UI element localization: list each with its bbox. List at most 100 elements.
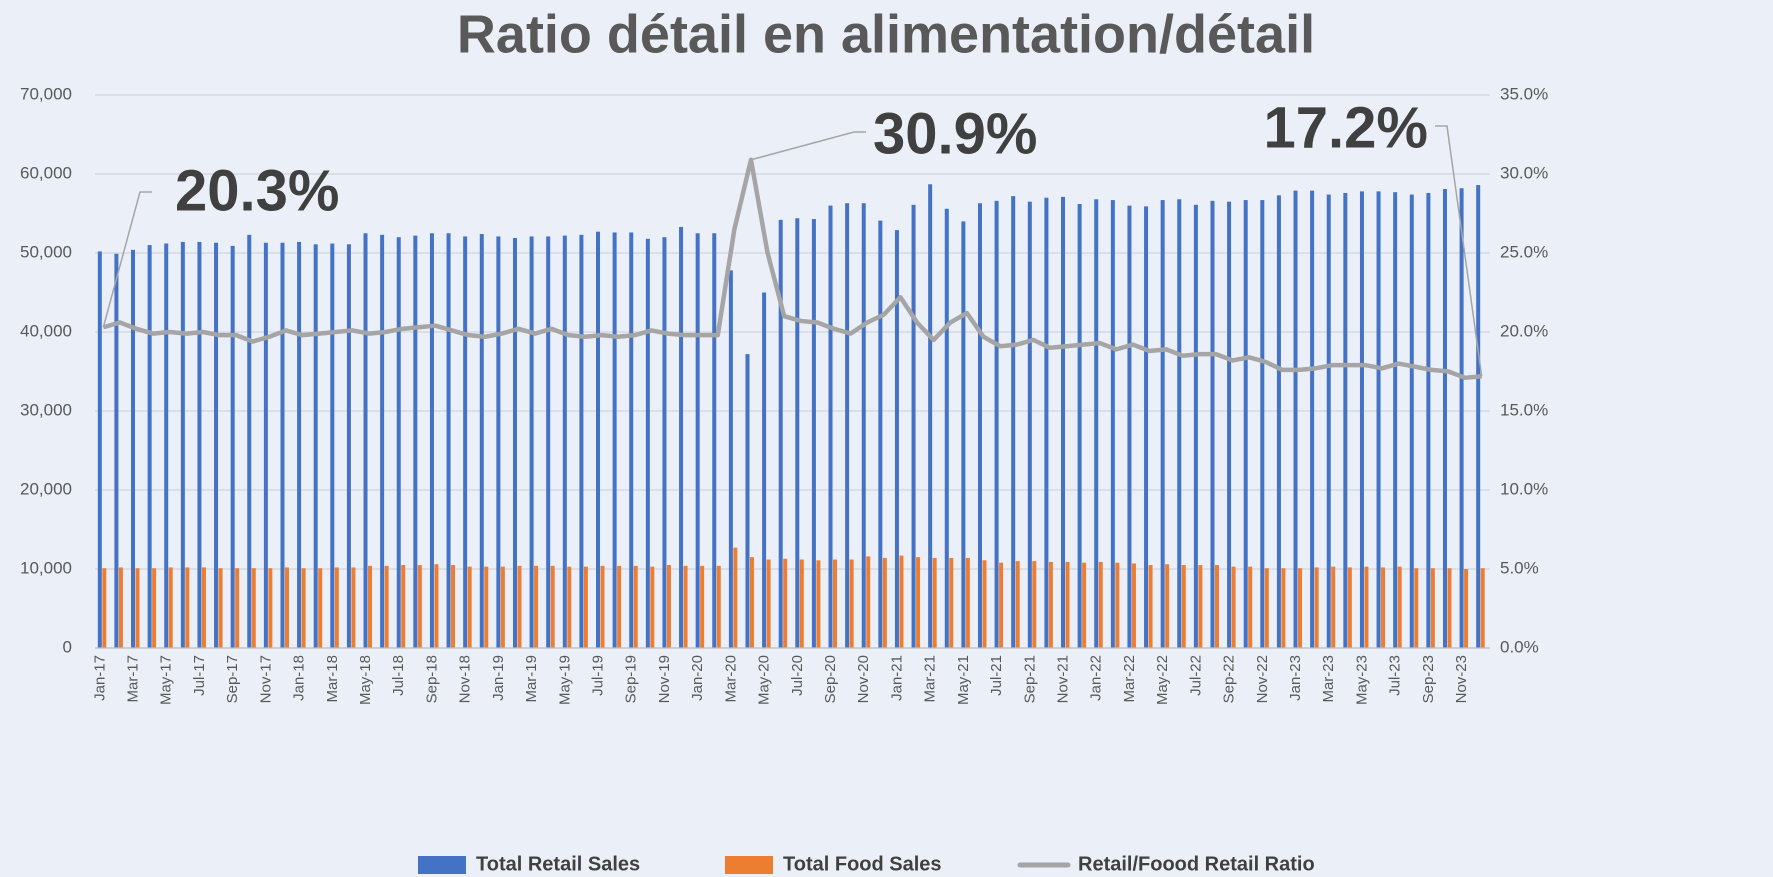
bar	[401, 565, 406, 648]
bar	[546, 236, 551, 648]
bar	[1231, 566, 1236, 648]
bar	[1198, 565, 1203, 648]
x-tick-label: Jul-23	[1387, 655, 1404, 696]
y2-tick-label: 35.0%	[1500, 84, 1548, 103]
bar	[799, 559, 804, 648]
bar	[131, 249, 136, 648]
bar	[1011, 196, 1016, 648]
legend-swatch	[418, 856, 466, 874]
bar	[1243, 200, 1248, 648]
bar	[1430, 568, 1435, 648]
annotation: 20.3%	[175, 158, 339, 223]
y2-tick-label: 25.0%	[1500, 242, 1548, 261]
bar	[1264, 568, 1269, 648]
bar	[297, 241, 302, 648]
bar	[164, 243, 169, 648]
bar	[118, 567, 123, 648]
bar	[368, 565, 373, 648]
bar	[512, 237, 517, 649]
bar	[1293, 190, 1298, 648]
bar	[683, 565, 688, 648]
x-tick-label: Sep-20	[822, 655, 839, 703]
bar	[882, 557, 887, 648]
bar	[1165, 564, 1170, 648]
bar	[463, 236, 468, 648]
x-tick-label: Jan-18	[291, 655, 308, 701]
bar	[733, 547, 738, 648]
bar	[728, 270, 733, 648]
bar	[284, 567, 289, 648]
y-tick-label: 70,000	[20, 84, 72, 103]
bar	[1331, 566, 1336, 648]
x-tick-label: Sep-21	[1021, 655, 1038, 703]
x-tick-label: Nov-17	[257, 655, 274, 703]
bar	[479, 234, 484, 649]
annotation: 30.9%	[873, 101, 1037, 166]
bar	[999, 562, 1004, 648]
bar	[1110, 200, 1115, 648]
bar	[849, 559, 854, 648]
bar	[251, 568, 256, 648]
leader-line	[1435, 125, 1483, 377]
bar	[330, 243, 335, 648]
bar	[467, 566, 472, 648]
bar	[579, 234, 584, 648]
x-tick-label: Mar-17	[124, 655, 141, 703]
bar	[168, 567, 173, 648]
x-tick-label: May-22	[1154, 655, 1171, 705]
x-tick-label: Nov-20	[855, 655, 872, 703]
bar	[1314, 567, 1319, 648]
bar	[313, 244, 318, 648]
bar	[1098, 561, 1103, 648]
bar	[429, 233, 434, 648]
bar	[268, 568, 273, 648]
y2-tick-label: 10.0%	[1500, 479, 1548, 498]
bar	[1115, 562, 1120, 648]
leader-line	[102, 191, 152, 328]
bar	[583, 566, 588, 648]
bar	[451, 565, 456, 648]
bar	[762, 292, 767, 648]
bar	[596, 231, 601, 649]
bar	[562, 235, 567, 648]
bar	[944, 208, 949, 648]
x-tick-label: Nov-22	[1254, 655, 1271, 703]
bar	[346, 244, 351, 648]
bar	[230, 245, 235, 648]
bar	[1414, 568, 1419, 648]
x-tick-label: Sep-18	[423, 655, 440, 703]
bar	[1464, 569, 1469, 648]
bar	[899, 555, 904, 648]
x-tick-label: May-18	[357, 655, 374, 705]
x-tick-label: May-23	[1353, 655, 1370, 705]
bar	[1347, 567, 1352, 648]
bar	[1447, 568, 1452, 648]
bar	[866, 556, 871, 648]
bar	[1298, 568, 1303, 648]
bar	[679, 226, 684, 648]
bar	[380, 234, 385, 648]
bar	[1426, 192, 1431, 648]
bar	[1181, 565, 1186, 648]
bar	[201, 567, 206, 648]
bar	[629, 232, 634, 648]
annotation: 17.2%	[1264, 95, 1428, 160]
bar	[1276, 195, 1281, 648]
x-tick-label: Jul-20	[789, 655, 806, 696]
x-tick-label: Jan-22	[1088, 655, 1105, 701]
bar	[247, 234, 252, 648]
legend-swatch	[725, 856, 773, 874]
bar	[1397, 566, 1402, 648]
bar	[1077, 204, 1082, 648]
bar	[633, 565, 638, 648]
bar	[534, 565, 539, 648]
y-tick-label: 10,000	[20, 558, 72, 577]
bar	[1359, 191, 1364, 648]
bar	[783, 558, 788, 648]
bar	[766, 559, 771, 648]
bar	[1310, 190, 1315, 648]
chart-title: Ratio détail en alimentation/détail	[457, 4, 1315, 64]
bar	[716, 565, 721, 648]
bar	[1326, 194, 1331, 649]
